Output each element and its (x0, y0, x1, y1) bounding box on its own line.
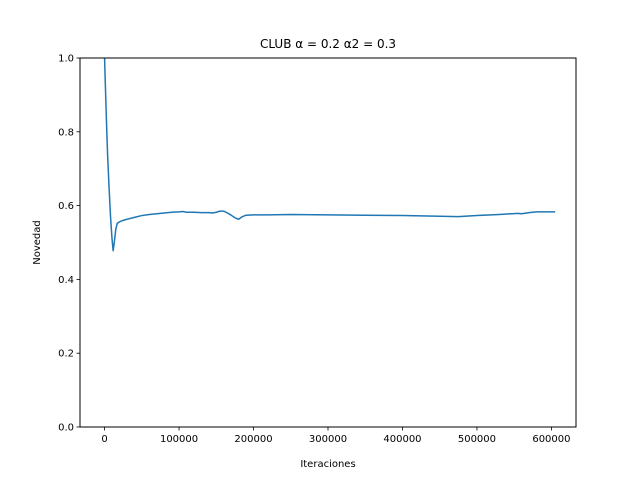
y-axis: 0.0 0.2 0.4 0.6 0.8 1.0 (58, 54, 80, 434)
y-tick-label: 0.8 (58, 127, 74, 138)
y-axis-label: Novedad (32, 220, 43, 265)
x-axis-label: Iteraciones (300, 459, 355, 470)
x-tick-label: 600000 (532, 434, 570, 445)
x-tick-label: 200000 (234, 434, 272, 445)
y-tick-label: 0.6 (58, 201, 74, 212)
y-tick-label: 0.0 (58, 423, 74, 434)
series-layer (103, 58, 556, 252)
chart-title: CLUB α = 0.2 α2 = 0.3 (260, 37, 396, 51)
x-tick-label: 300000 (309, 434, 347, 445)
y-tick-label: 0.2 (58, 349, 74, 360)
x-tick-label: 400000 (383, 434, 421, 445)
x-tick-label: 500000 (458, 434, 496, 445)
y-tick-label: 0.4 (58, 275, 74, 286)
x-tick-label: 100000 (160, 434, 198, 445)
series-line-0 (103, 58, 556, 252)
y-tick-label: 1.0 (58, 54, 74, 65)
x-tick-label: 0 (101, 434, 107, 445)
x-axis: 0 100000 200000 300000 400000 500000 600000 (101, 427, 571, 445)
